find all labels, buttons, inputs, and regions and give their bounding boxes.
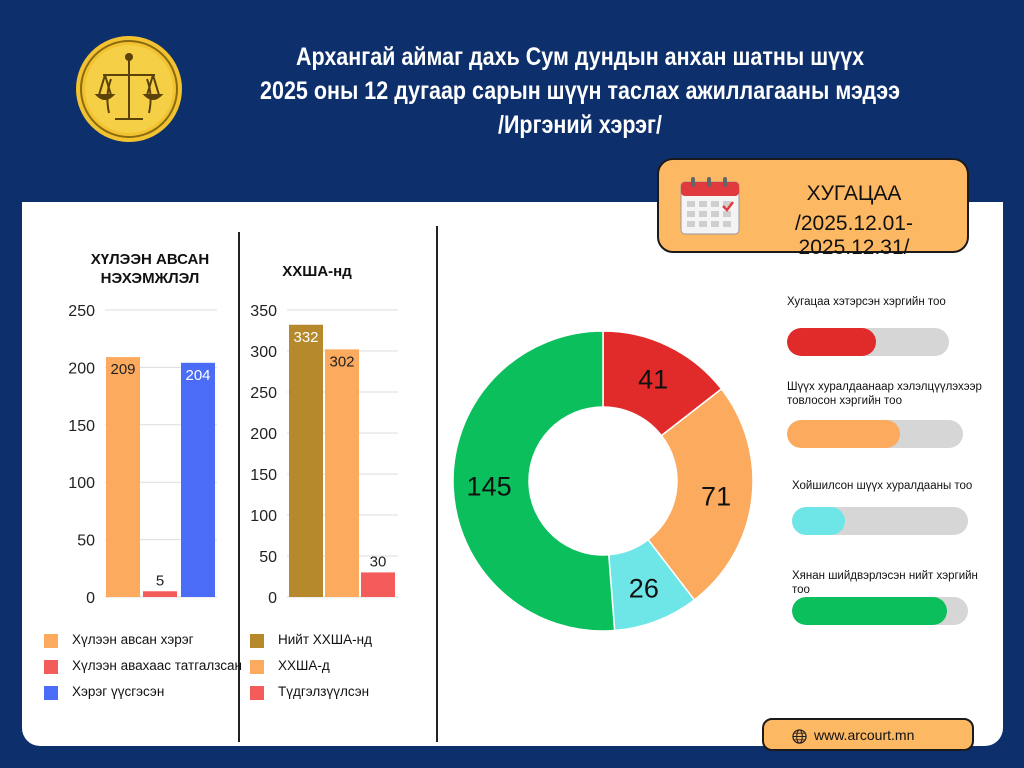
legend-label: Хүлээн авахаас татгалзсан (72, 658, 242, 673)
title-line-2: 2025 оны 12 дугаар сарын шүүн таслах ажи… (260, 77, 900, 105)
period-label: ХУГАЦАА (806, 182, 902, 205)
legend-label: ХХША-д (278, 658, 330, 673)
progress-fill (792, 507, 845, 535)
divider-2 (436, 226, 438, 742)
court-emblem-icon (76, 36, 182, 142)
y-tick-label: 200 (68, 360, 95, 377)
legend-label: Хүлээн авсан хэрэг (72, 632, 194, 647)
y-tick-label: 350 (250, 303, 277, 320)
title-line-3: /Иргэний хэрэг/ (498, 111, 662, 139)
y-tick-label: 0 (268, 590, 277, 607)
divider-1 (238, 232, 240, 742)
progress-track (792, 597, 968, 625)
legend-label: Түдгэлзүүлсэн (278, 684, 370, 699)
donut-value-label: 41 (638, 365, 668, 395)
donut-slice (647, 387, 754, 602)
bar-value-label: 302 (329, 353, 354, 370)
bar-value-label: 332 (293, 329, 318, 346)
calendar-icon (680, 177, 740, 235)
legend-label: Хэрэг үүсгэсэн (72, 684, 165, 699)
progress-track (787, 420, 963, 448)
progress-track (792, 507, 968, 535)
bar-chart-2: 0 50 100 150 200 250 300 350 332 302 30 (250, 303, 398, 607)
legend-swatch (250, 634, 264, 648)
y-tick-label: 200 (250, 426, 277, 443)
bar (106, 357, 140, 597)
progress-track (787, 328, 949, 356)
legend-swatch (250, 686, 264, 700)
progress-label: Хянан шийдвэрлэсэн нийт хэргийн тоо (792, 570, 978, 596)
globe-icon (792, 729, 807, 744)
y-tick-label: 250 (250, 385, 277, 402)
bar (325, 349, 359, 597)
y-tick-label: 0 (86, 590, 95, 607)
legend-swatch (250, 660, 264, 674)
donut-slice (452, 330, 616, 632)
bar (181, 362, 215, 597)
donut-chart: 41 71 26 145 (452, 330, 754, 632)
y-tick-label: 100 (250, 508, 277, 525)
y-tick-label: 50 (77, 533, 95, 550)
bar-chart-1: 0 50 100 150 200 250 209 5 204 (68, 303, 217, 607)
legend-swatch (44, 686, 58, 700)
bar-value-label: 209 (110, 361, 135, 378)
bar-value-label: 30 (370, 553, 387, 570)
bar (361, 572, 395, 597)
legend-swatch (44, 660, 58, 674)
y-tick-label: 150 (250, 467, 277, 484)
y-tick-label: 250 (68, 303, 95, 320)
donut-value-label: 145 (467, 471, 512, 501)
progress-label: Хойшилсон шүүх хуралдааны тоо (792, 480, 973, 492)
bar (143, 591, 177, 597)
website-url: www.arcourt.mn (814, 727, 915, 743)
chart1-title: ХҮЛЭЭН АВСАН НЭХЭМЖЛЭЛ (90, 251, 210, 287)
progress-fill (792, 597, 947, 625)
title-line-1: Архангай аймаг дахь Сум дундын анхан шат… (295, 43, 865, 71)
chart2-title: ХХШA-нд (282, 263, 352, 280)
y-tick-label: 150 (68, 418, 95, 435)
donut-value-label: 71 (701, 482, 731, 512)
bar (289, 324, 323, 597)
legend-swatch (44, 634, 58, 648)
period-value: /2025.12.01-2025.12.31/ (795, 212, 913, 259)
progress-fill (787, 328, 877, 356)
progress-label: Шүүх хуралдаанаар хэлэлцүүлэхээр товлосо… (787, 381, 982, 407)
progress-fill (787, 420, 900, 448)
legend-label: Нийт ХХША-нд (278, 632, 372, 647)
page-title: Архангай аймаг дахь Сум дундын анхан шат… (253, 40, 907, 142)
y-tick-label: 50 (259, 549, 277, 566)
period-box: ХУГАЦАА /2025.12.01-2025.12.31/ (657, 158, 969, 259)
bar-value-label: 204 (185, 367, 210, 384)
website-link[interactable]: www.arcourt.mn (762, 718, 974, 751)
donut-value-label: 26 (629, 573, 659, 603)
progress-label: Хугацаа хэтэрсэн хэргийн тоо (787, 296, 946, 308)
y-tick-label: 100 (68, 475, 95, 492)
y-tick-label: 300 (250, 344, 277, 361)
bar-value-label: 5 (156, 572, 164, 589)
